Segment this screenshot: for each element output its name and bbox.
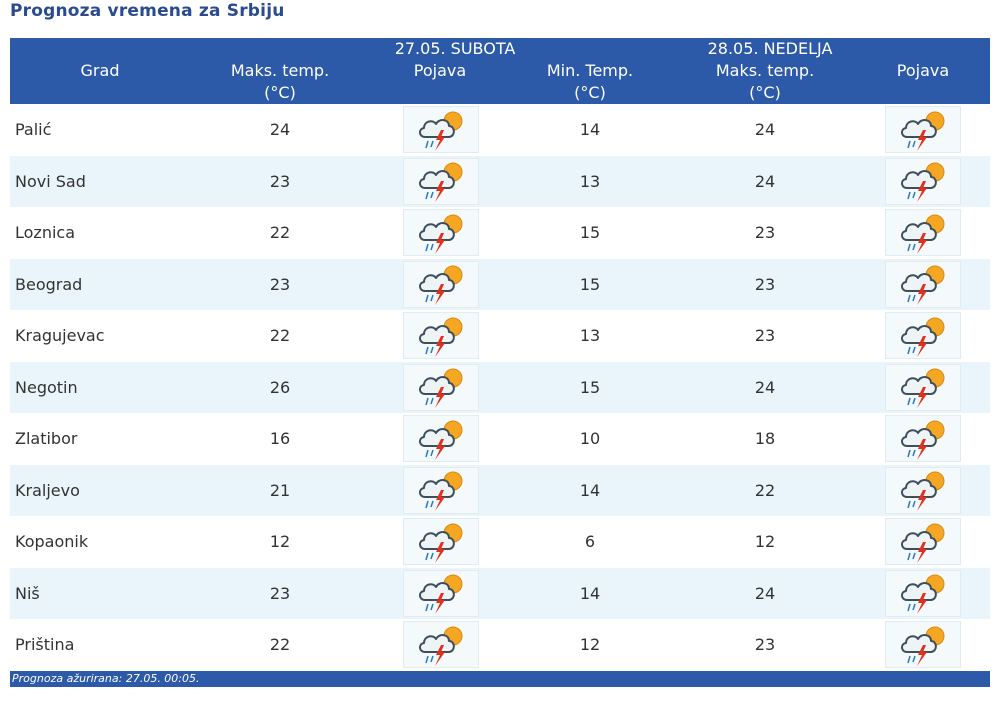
thunderstorm-sun-icon bbox=[885, 466, 961, 514]
day2-max-temp: 18 bbox=[754, 429, 776, 449]
thunderstorm-sun-icon bbox=[885, 209, 961, 256]
day1-max-temp: 21 bbox=[269, 480, 291, 500]
header-day1-weather: Pojava bbox=[413, 61, 467, 80]
day2-min-temp: 14 bbox=[579, 583, 601, 603]
city-name: Negotin bbox=[15, 377, 78, 397]
day2-min-temp: 13 bbox=[579, 326, 601, 346]
table-row: Kraljevo 21 14 22 bbox=[10, 464, 990, 516]
day1-max-temp: 23 bbox=[269, 171, 291, 191]
city-name: Niš bbox=[15, 583, 40, 603]
thunderstorm-sun-icon bbox=[403, 621, 479, 668]
table-row: Zlatibor 16 10 18 bbox=[10, 413, 990, 465]
table-header: Grad 27.05. SUBOTA Maks. temp. (°C) Poja… bbox=[10, 38, 990, 104]
day2-max-temp: 24 bbox=[754, 583, 776, 603]
table-row: Beograd 23 15 23 bbox=[10, 258, 990, 310]
table-row: Negotin 26 15 24 bbox=[10, 361, 990, 413]
update-footer: Prognoza ažurirana: 27.05. 00:05. bbox=[10, 671, 990, 687]
city-name: Loznica bbox=[15, 223, 76, 243]
day1-max-temp: 23 bbox=[269, 274, 291, 294]
table-row: Palić 24 14 24 bbox=[10, 104, 990, 156]
thunderstorm-sun-icon bbox=[403, 209, 479, 256]
header-day2-weather: Pojava bbox=[896, 61, 950, 80]
header-city: Grad bbox=[80, 61, 120, 80]
thunderstorm-sun-icon bbox=[885, 569, 961, 617]
thunderstorm-sun-icon bbox=[885, 518, 961, 565]
day2-max-temp: 24 bbox=[754, 120, 776, 140]
day2-min-temp: 10 bbox=[579, 429, 601, 449]
header-day1-max-line2: (°C) bbox=[264, 83, 296, 102]
thunderstorm-sun-icon bbox=[403, 106, 479, 153]
day2-min-temp: 15 bbox=[579, 223, 601, 243]
update-text: Prognoza ažurirana: 27.05. 00:05. bbox=[12, 672, 200, 685]
day1-max-temp: 22 bbox=[269, 223, 291, 243]
thunderstorm-sun-icon bbox=[403, 466, 479, 514]
day2-max-temp: 23 bbox=[754, 223, 776, 243]
city-name: Zlatibor bbox=[15, 429, 78, 449]
table-row: Novi Sad 23 13 24 bbox=[10, 155, 990, 207]
day2-max-temp: 24 bbox=[754, 377, 776, 397]
day2-max-temp: 24 bbox=[754, 171, 776, 191]
day1-max-temp: 12 bbox=[269, 532, 291, 552]
day2-max-temp: 12 bbox=[754, 532, 776, 552]
day1-max-temp: 16 bbox=[269, 429, 291, 449]
day1-max-temp: 22 bbox=[269, 635, 291, 655]
thunderstorm-sun-icon bbox=[403, 312, 479, 359]
day1-max-temp: 22 bbox=[269, 326, 291, 346]
thunderstorm-sun-icon bbox=[885, 157, 961, 205]
table-body: Palić 24 14 24 Novi Sad 23 13 24 Loznica 22 15 23 bbox=[10, 104, 990, 671]
city-name: Novi Sad bbox=[15, 171, 86, 191]
day2-min-temp: 14 bbox=[579, 480, 601, 500]
thunderstorm-sun-icon bbox=[885, 363, 961, 411]
thunderstorm-sun-icon bbox=[403, 363, 479, 411]
header-day2-max-line2: (°C) bbox=[749, 83, 781, 102]
thunderstorm-sun-icon bbox=[885, 312, 961, 359]
city-name: Kopaonik bbox=[15, 532, 89, 552]
page-title: Prognoza vremena za Srbiju bbox=[10, 1, 285, 21]
table-row: Kragujevac 22 13 23 bbox=[10, 310, 990, 362]
thunderstorm-sun-icon bbox=[403, 415, 479, 462]
day2-min-temp: 15 bbox=[579, 377, 601, 397]
day1-max-temp: 23 bbox=[269, 583, 291, 603]
day2-min-temp: 15 bbox=[579, 274, 601, 294]
header-day2-date: 28.05. NEDELJA bbox=[707, 39, 833, 58]
city-name: Beograd bbox=[15, 274, 83, 294]
header-day2-min-line2: (°C) bbox=[574, 83, 606, 102]
thunderstorm-sun-icon bbox=[403, 260, 479, 308]
city-name: Kraljevo bbox=[15, 480, 80, 500]
header-day2-max-line1: Maks. temp. bbox=[715, 61, 815, 80]
thunderstorm-sun-icon bbox=[403, 157, 479, 205]
forecast-table: Grad 27.05. SUBOTA Maks. temp. (°C) Poja… bbox=[10, 38, 990, 671]
day2-min-temp: 12 bbox=[579, 635, 601, 655]
day2-min-temp: 6 bbox=[584, 532, 596, 552]
day2-max-temp: 23 bbox=[754, 326, 776, 346]
day1-max-temp: 24 bbox=[269, 120, 291, 140]
thunderstorm-sun-icon bbox=[403, 569, 479, 617]
header-day1-date: 27.05. SUBOTA bbox=[394, 39, 516, 58]
table-row: Niš 23 14 24 bbox=[10, 567, 990, 619]
city-name: Priština bbox=[15, 635, 75, 655]
table-row: Loznica 22 15 23 bbox=[10, 207, 990, 259]
day2-min-temp: 13 bbox=[579, 171, 601, 191]
thunderstorm-sun-icon bbox=[885, 621, 961, 668]
header-day1-max-line1: Maks. temp. bbox=[230, 61, 330, 80]
table-row: Priština 22 12 23 bbox=[10, 619, 990, 671]
header-day2-min-line1: Min. Temp. bbox=[546, 61, 634, 80]
day2-max-temp: 23 bbox=[754, 274, 776, 294]
day1-max-temp: 26 bbox=[269, 377, 291, 397]
city-name: Palić bbox=[15, 120, 52, 140]
thunderstorm-sun-icon bbox=[885, 260, 961, 308]
table-row: Kopaonik 12 6 12 bbox=[10, 516, 990, 568]
thunderstorm-sun-icon bbox=[885, 415, 961, 462]
thunderstorm-sun-icon bbox=[885, 106, 961, 153]
thunderstorm-sun-icon bbox=[403, 518, 479, 565]
city-name: Kragujevac bbox=[15, 326, 105, 346]
day2-min-temp: 14 bbox=[579, 120, 601, 140]
day2-max-temp: 23 bbox=[754, 635, 776, 655]
day2-max-temp: 22 bbox=[754, 480, 776, 500]
